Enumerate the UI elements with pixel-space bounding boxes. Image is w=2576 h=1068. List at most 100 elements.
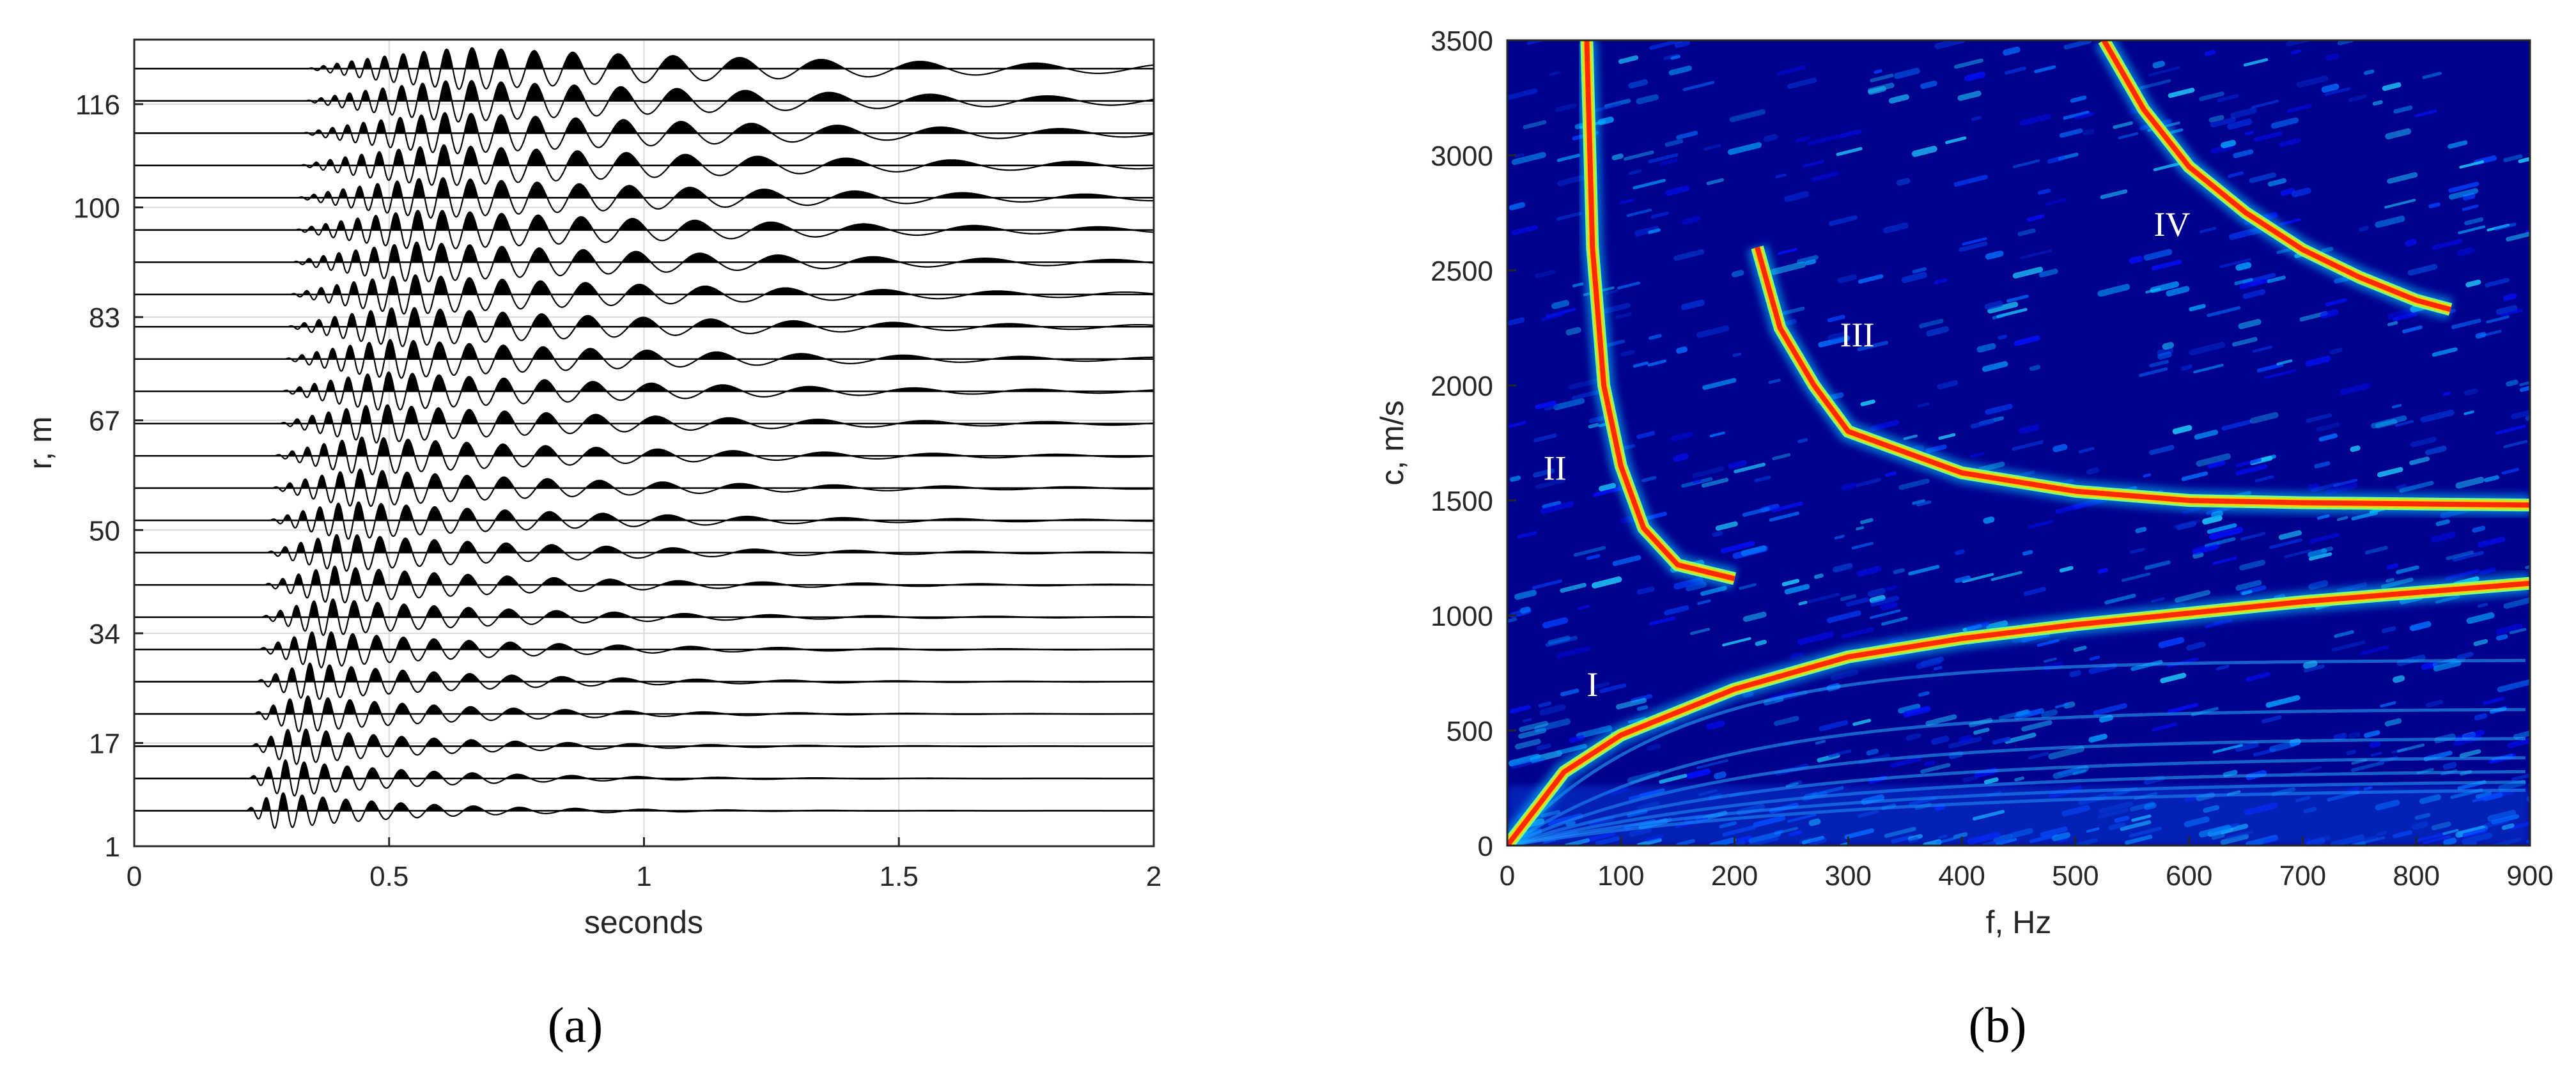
mode-label: II bbox=[1544, 449, 1567, 488]
panel-a-grid bbox=[134, 40, 1154, 847]
x-tick-label: 300 bbox=[1825, 860, 1872, 892]
heatmap-speckle bbox=[2231, 337, 2258, 347]
heatmap-speckle bbox=[1722, 637, 1751, 647]
heatmap-speckle bbox=[2228, 171, 2244, 178]
trace-line bbox=[134, 436, 1154, 476]
trace bbox=[134, 371, 1154, 411]
heatmap-speckle bbox=[1992, 313, 2005, 320]
heatmap-speckle bbox=[2253, 131, 2283, 142]
trace bbox=[134, 565, 1154, 604]
heatmap-speckle bbox=[2500, 309, 2523, 317]
heatmap-speckle bbox=[1827, 314, 1845, 323]
heatmap-speckle bbox=[2387, 172, 2418, 184]
heatmap-speckle bbox=[1784, 190, 1810, 203]
heatmap-speckle bbox=[1727, 142, 1762, 155]
heatmap-speckle bbox=[2143, 473, 2152, 478]
trace-fill bbox=[290, 275, 1030, 295]
heatmap-speckle bbox=[1556, 646, 1591, 659]
heatmap-speckle bbox=[1509, 421, 1526, 428]
heatmap-speckle bbox=[2168, 88, 2195, 98]
heatmap-speckle bbox=[2256, 362, 2284, 373]
heatmap-speckle bbox=[1818, 335, 1851, 348]
trace-fill bbox=[247, 793, 1108, 811]
heatmap-speckle bbox=[2083, 128, 2095, 136]
heatmap-speckle bbox=[1870, 609, 1901, 619]
heatmap-speckle bbox=[2250, 280, 2264, 286]
heatmap-speckle bbox=[2143, 249, 2173, 261]
heatmap-speckle bbox=[2432, 238, 2463, 250]
trace-line bbox=[134, 759, 1154, 797]
heatmap-speckle bbox=[1619, 198, 1634, 205]
heatmap-speckle bbox=[1948, 736, 1982, 749]
heatmap-speckle bbox=[1923, 760, 1936, 767]
heatmap-speckle bbox=[1768, 378, 1781, 384]
heatmap-speckle bbox=[1519, 607, 1531, 614]
heatmap-speckle bbox=[2175, 589, 2211, 603]
heatmap-speckle bbox=[2019, 424, 2040, 435]
heatmap-speckle bbox=[1802, 160, 1825, 168]
x-tick-label: 1.5 bbox=[880, 861, 919, 892]
ridge-mode-I bbox=[1507, 572, 2530, 846]
ridge-mode-II bbox=[1576, 40, 1737, 589]
heatmap-speckle bbox=[2296, 75, 2329, 88]
heatmap-speckle bbox=[1826, 610, 1861, 623]
trace-line bbox=[134, 177, 1154, 219]
heatmap-speckle bbox=[2432, 347, 2458, 357]
heatmap-speckle bbox=[2279, 218, 2301, 226]
heatmap-speckle bbox=[1784, 584, 1810, 594]
heatmap-speckle bbox=[2151, 597, 2165, 603]
heatmap-speckle bbox=[1664, 605, 1689, 615]
trace-line bbox=[134, 307, 1154, 348]
heatmap-speckle bbox=[1703, 144, 1721, 151]
heatmap-speckle bbox=[2207, 306, 2241, 318]
heatmap-speckle bbox=[2252, 345, 2273, 353]
heatmap-speckle bbox=[2435, 519, 2450, 527]
heatmap-speckle bbox=[2358, 226, 2369, 232]
heatmap-speckle bbox=[2526, 796, 2530, 802]
heatmap-speckle bbox=[2306, 413, 2332, 423]
trace bbox=[134, 436, 1154, 476]
heatmap-speckle bbox=[2093, 703, 2127, 716]
heatmap-speckle bbox=[1535, 478, 1566, 490]
heatmap-speckle bbox=[1556, 743, 1587, 755]
y-tick-label: 50 bbox=[89, 515, 120, 546]
heatmap-speckle bbox=[2420, 409, 2455, 423]
heatmap-speckle bbox=[1870, 595, 1900, 607]
heatmap-speckle bbox=[2074, 112, 2095, 120]
heatmap-speckle bbox=[1556, 212, 1582, 221]
heatmap-speckle bbox=[2506, 379, 2518, 387]
heatmap-speckle bbox=[2307, 483, 2320, 491]
heatmap-speckle bbox=[2129, 256, 2143, 264]
heatmap-speckle bbox=[2334, 630, 2354, 638]
heatmap-speckle bbox=[1742, 612, 1767, 623]
heatmap-speckle bbox=[1592, 576, 1622, 589]
panel-a-y-axis-label: r, m bbox=[22, 416, 58, 469]
heatmap-speckle bbox=[2456, 651, 2474, 660]
trace bbox=[134, 792, 1154, 830]
heatmap-speckle bbox=[2321, 546, 2334, 553]
panel-a: 0 0.5 1 1.5 2 1 17 34 50 67 83 100 116 seconds r, m… bbox=[22, 38, 1161, 1053]
y-tick-label: 2000 bbox=[1431, 371, 1493, 402]
heatmap-speckle bbox=[1973, 727, 1990, 735]
heatmap-speckle bbox=[2045, 197, 2067, 206]
heatmap-speckle bbox=[2173, 519, 2201, 529]
heatmap-speckle bbox=[2372, 100, 2383, 106]
heatmap-speckle bbox=[2223, 770, 2238, 777]
heatmap-speckle bbox=[1834, 534, 1845, 539]
heatmap-speckle bbox=[2331, 640, 2366, 652]
heatmap-speckle bbox=[2088, 733, 2107, 743]
heatmap-speckle bbox=[1857, 341, 1888, 352]
heatmap-speckle bbox=[2193, 364, 2224, 374]
heatmap-speckle bbox=[1620, 350, 1635, 357]
heatmap-speckle bbox=[2055, 702, 2070, 709]
heatmap-speckle bbox=[2244, 130, 2254, 135]
ridge-mode-III bbox=[1746, 244, 2530, 516]
heatmap-speckle bbox=[1634, 226, 1660, 236]
heatmap-speckle bbox=[1970, 419, 1994, 429]
heatmap-speckle bbox=[1510, 757, 1546, 770]
heatmap-speckle bbox=[2339, 383, 2371, 396]
heatmap-speckle bbox=[1628, 79, 1649, 89]
heatmap-speckle bbox=[2043, 657, 2057, 663]
heatmap-speckle bbox=[2495, 623, 2523, 635]
heatmap-speckle bbox=[2264, 369, 2296, 380]
